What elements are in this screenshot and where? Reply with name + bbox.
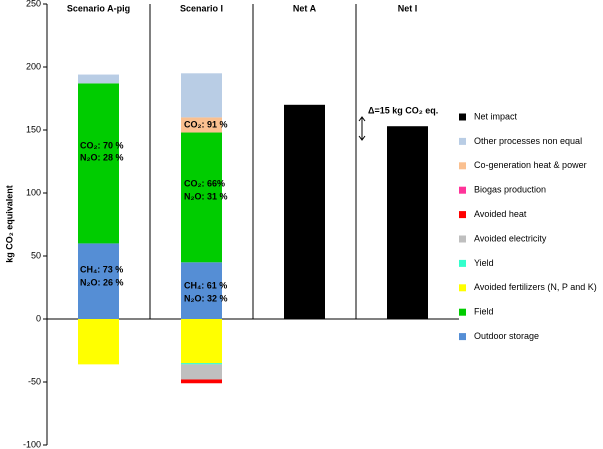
legend-swatch [459,113,466,121]
legend-swatch [459,137,466,145]
bar-segment [78,83,119,244]
legend-label: Avoided fertilizers (N, P and K) [474,282,597,292]
bar-segment [181,319,222,364]
bar-segment [284,104,325,319]
bar-segment [181,262,222,319]
bar-segment [387,126,428,319]
legend-swatch [459,259,466,267]
annotation: CH₄: 61 % [184,280,227,290]
annotation: N₂O: 28 % [80,152,124,162]
legend-swatch [459,186,466,194]
legend-swatch [459,284,466,292]
y-axis-label: kg CO₂ equivalent [4,185,14,263]
legend-label: Avoided electricity [474,233,547,243]
bar-segment [181,364,222,380]
y-tick-label: -50 [28,376,41,386]
annotation: CH₄: 73 % [80,264,123,274]
category-label: Scenario A-pig [67,3,130,13]
y-tick-label: 50 [31,250,41,260]
bar-segment [181,117,222,133]
y-tick-label: 100 [26,187,41,197]
annotation: Δ=15 kg CO₂ eq. [368,105,438,115]
bar-segment [181,363,222,365]
annotation: CO₂: 91 % [184,119,228,129]
y-tick-label: -100 [23,439,41,449]
legend-label: Biogas production [474,185,546,195]
y-tick-label: 250 [26,0,41,8]
y-tick-label: 200 [26,61,41,71]
category-label: Net A [293,3,317,13]
legend-swatch [459,308,466,316]
bar-segment [181,73,222,118]
legend-label: Co-generation heat & power [474,160,587,170]
category-label: Net I [398,3,418,13]
y-tick-label: 150 [26,124,41,134]
annotation: N₂O: 26 % [80,277,124,287]
delta-arrow-heads [358,116,366,141]
annotation: CO₂: 66% [184,178,225,188]
legend-swatch [459,333,466,341]
annotation: N₂O: 32 % [184,293,228,303]
bar-segment [78,319,119,365]
legend-swatch [459,162,466,170]
legend-label: Avoided heat [474,209,527,219]
category-label: Scenario I [180,3,223,13]
legend-swatch [459,235,466,243]
bar-segment [181,379,222,384]
legend-swatch [459,211,466,219]
bar-segment [78,74,119,84]
legend-label: Yield [474,258,494,268]
bar-segment [78,243,119,319]
legend-label: Net impact [474,111,518,121]
legend-label: Outdoor storage [474,331,539,341]
y-tick-label: 0 [36,313,41,323]
legend-label: Field [474,307,494,317]
bar-segment [181,132,222,263]
annotation: CO₂: 70 % [80,140,124,150]
legend-label: Other processes non equal [474,136,582,146]
annotation: N₂O: 31 % [184,191,228,201]
